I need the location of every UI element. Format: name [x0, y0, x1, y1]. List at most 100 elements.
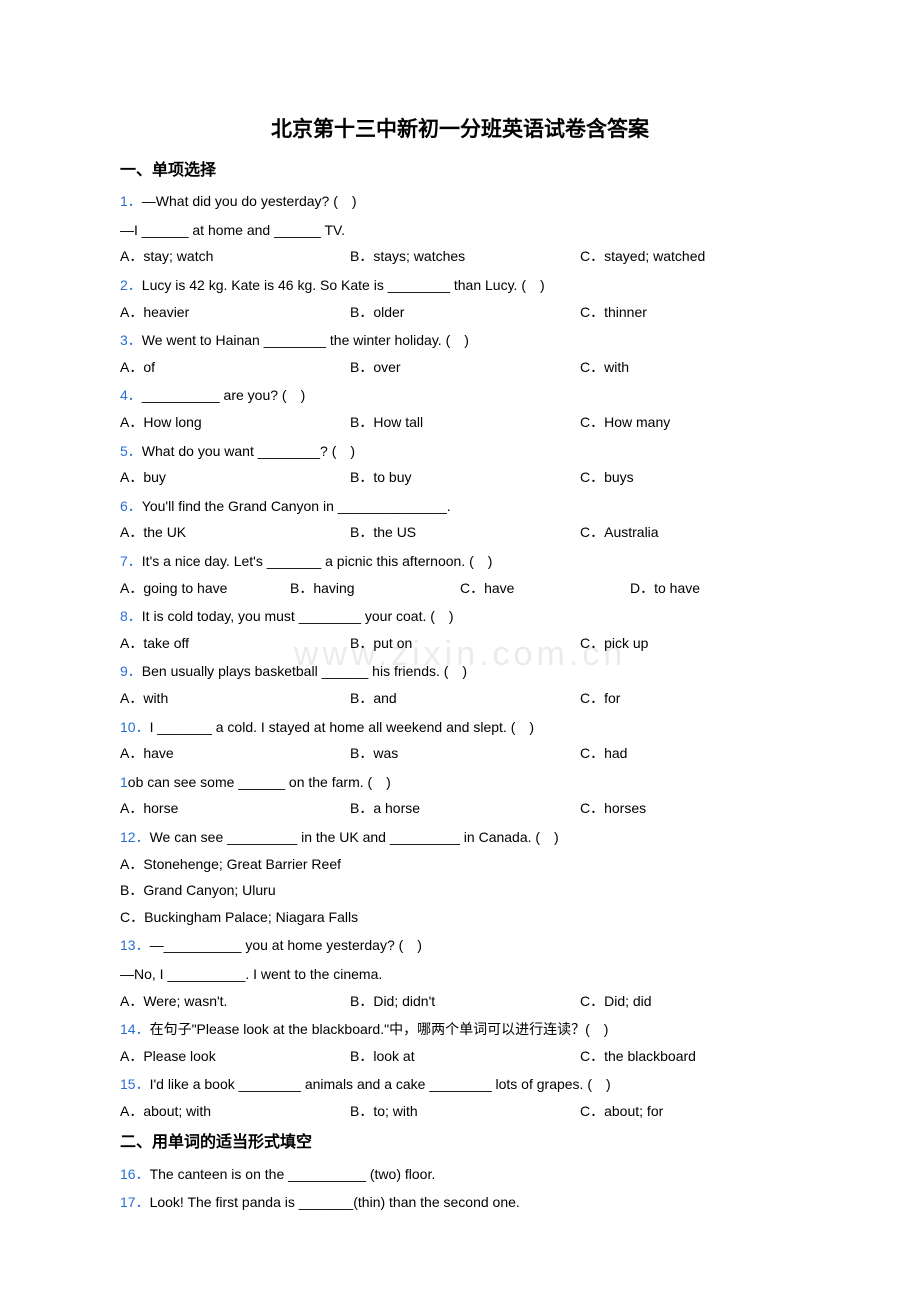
option-a: A．buy	[120, 464, 350, 491]
qnum: 7．	[120, 553, 142, 569]
qnum: 2．	[120, 277, 142, 293]
option-b: B．Grand Canyon; Uluru	[120, 877, 800, 904]
option-c: C．How many	[580, 409, 760, 436]
question-1-line2: —I ______ at home and ______ TV.	[120, 217, 800, 244]
question-6: 6．You'll find the Grand Canyon in ______…	[120, 493, 800, 520]
page-title: 北京第十三中新初一分班英语试卷含答案	[120, 110, 800, 150]
option-a: A．with	[120, 685, 350, 712]
option-b: B．and	[350, 685, 580, 712]
option-c: C．had	[580, 740, 760, 767]
option-a: A．Stonehenge; Great Barrier Reef	[120, 851, 800, 878]
option-b: B．to buy	[350, 464, 580, 491]
qnum: 17．	[120, 1194, 150, 1210]
option-c: C．Buckingham Palace; Niagara Falls	[120, 904, 800, 931]
section-2-header: 二、用单词的适当形式填空	[120, 1128, 800, 1158]
option-a: A．about; with	[120, 1098, 350, 1125]
option-a: A．of	[120, 354, 350, 381]
qnum: 14．	[120, 1021, 150, 1037]
option-a: A．take off	[120, 630, 350, 657]
qtext: —What did you do yesterday? ( )	[142, 193, 357, 209]
option-b: B．look at	[350, 1043, 580, 1070]
qtext: You'll find the Grand Canyon in ________…	[142, 498, 451, 514]
qnum: 15．	[120, 1076, 150, 1092]
qnum: 1．	[120, 193, 142, 209]
option-a: A．Please look	[120, 1043, 350, 1070]
qnum: 4．	[120, 387, 142, 403]
question-7-options: A．going to have B．having C．have D．to hav…	[120, 575, 800, 602]
qtext: Look! The first panda is _______(thin) t…	[150, 1194, 520, 1210]
option-b: B．having	[290, 575, 460, 602]
question-13-line2: —No, I __________. I went to the cinema.	[120, 961, 800, 988]
question-4-options: A．How long B．How tall C．How many	[120, 409, 800, 436]
question-16: 16．The canteen is on the __________ (two…	[120, 1161, 800, 1188]
qtext: Ben usually plays basketball ______ his …	[142, 663, 467, 679]
option-a: A．horse	[120, 795, 350, 822]
option-b: B．the US	[350, 519, 580, 546]
option-a: A．the UK	[120, 519, 350, 546]
qtext: ob can see some ______ on the farm. ( )	[128, 774, 391, 790]
question-14: 14．在句子"Please look at the blackboard."中，…	[120, 1016, 800, 1043]
option-c: C．stayed; watched	[580, 243, 760, 270]
qnum: 10．	[120, 719, 150, 735]
qtext: We can see _________ in the UK and _____…	[150, 829, 559, 845]
qtext: What do you want ________? ( )	[142, 443, 355, 459]
question-1: 1．—What did you do yesterday? ( )	[120, 188, 800, 215]
option-a: A．heavier	[120, 299, 350, 326]
qtext: __________ are you? ( )	[142, 387, 305, 403]
question-15-options: A．about; with B．to; with C．about; for	[120, 1098, 800, 1125]
option-b: B．older	[350, 299, 580, 326]
qtext: It is cold today, you must ________ your…	[142, 608, 454, 624]
option-a: A．have	[120, 740, 350, 767]
option-d: D．to have	[630, 575, 700, 602]
question-12-options: A．Stonehenge; Great Barrier Reef B．Grand…	[120, 851, 800, 931]
option-c: C．pick up	[580, 630, 760, 657]
qnum: 16．	[120, 1166, 150, 1182]
question-8-options: A．take off B．put on C．pick up	[120, 630, 800, 657]
qnum: 6．	[120, 498, 142, 514]
qnum: 13．	[120, 937, 150, 953]
question-4: 4．__________ are you? ( )	[120, 382, 800, 409]
question-11: 1ob can see some ______ on the farm. ( )	[120, 769, 800, 796]
option-c: C．about; for	[580, 1098, 760, 1125]
question-10: 10．I _______ a cold. I stayed at home al…	[120, 714, 800, 741]
section-1-header: 一、单项选择	[120, 156, 800, 186]
question-2: 2．Lucy is 42 kg. Kate is 46 kg. So Kate …	[120, 272, 800, 299]
question-13-options: A．Were; wasn't. B．Did; didn't C．Did; did	[120, 988, 800, 1015]
question-2-options: A．heavier B．older C．thinner	[120, 299, 800, 326]
question-9-options: A．with B．and C．for	[120, 685, 800, 712]
qtext: We went to Hainan ________ the winter ho…	[142, 332, 469, 348]
question-1-options: A．stay; watch B．stays; watches C．stayed;…	[120, 243, 800, 270]
option-a: A．going to have	[120, 575, 290, 602]
qnum: 5．	[120, 443, 142, 459]
option-b: B．over	[350, 354, 580, 381]
option-b: B．Did; didn't	[350, 988, 580, 1015]
option-b: B．was	[350, 740, 580, 767]
option-a: A．Were; wasn't.	[120, 988, 350, 1015]
question-5-options: A．buy B．to buy C．buys	[120, 464, 800, 491]
option-c: C．horses	[580, 795, 760, 822]
option-b: B．stays; watches	[350, 243, 580, 270]
option-c: C．Did; did	[580, 988, 760, 1015]
qnum: 8．	[120, 608, 142, 624]
qtext: I _______ a cold. I stayed at home all w…	[150, 719, 534, 735]
question-11-options: A．horse B．a horse C．horses	[120, 795, 800, 822]
question-7: 7．It's a nice day. Let's _______ a picni…	[120, 548, 800, 575]
question-12: 12．We can see _________ in the UK and __…	[120, 824, 800, 851]
option-c: C．thinner	[580, 299, 760, 326]
option-b: B．How tall	[350, 409, 580, 436]
option-a: A．How long	[120, 409, 350, 436]
question-9: 9．Ben usually plays basketball ______ hi…	[120, 658, 800, 685]
qnum: 12．	[120, 829, 150, 845]
qtext: 在句子"Please look at the blackboard."中，哪两个…	[150, 1021, 609, 1037]
question-6-options: A．the UK B．the US C．Australia	[120, 519, 800, 546]
question-14-options: A．Please look B．look at C．the blackboard	[120, 1043, 800, 1070]
question-5: 5．What do you want ________? ( )	[120, 438, 800, 465]
qtext: —__________ you at home yesterday? ( )	[150, 937, 422, 953]
option-b: B．a horse	[350, 795, 580, 822]
question-15: 15．I'd like a book ________ animals and …	[120, 1071, 800, 1098]
qnum: 3．	[120, 332, 142, 348]
option-b: B．to; with	[350, 1098, 580, 1125]
qtext: I'd like a book ________ animals and a c…	[150, 1076, 611, 1092]
question-8: 8．It is cold today, you must ________ yo…	[120, 603, 800, 630]
question-17: 17．Look! The first panda is _______(thin…	[120, 1189, 800, 1216]
